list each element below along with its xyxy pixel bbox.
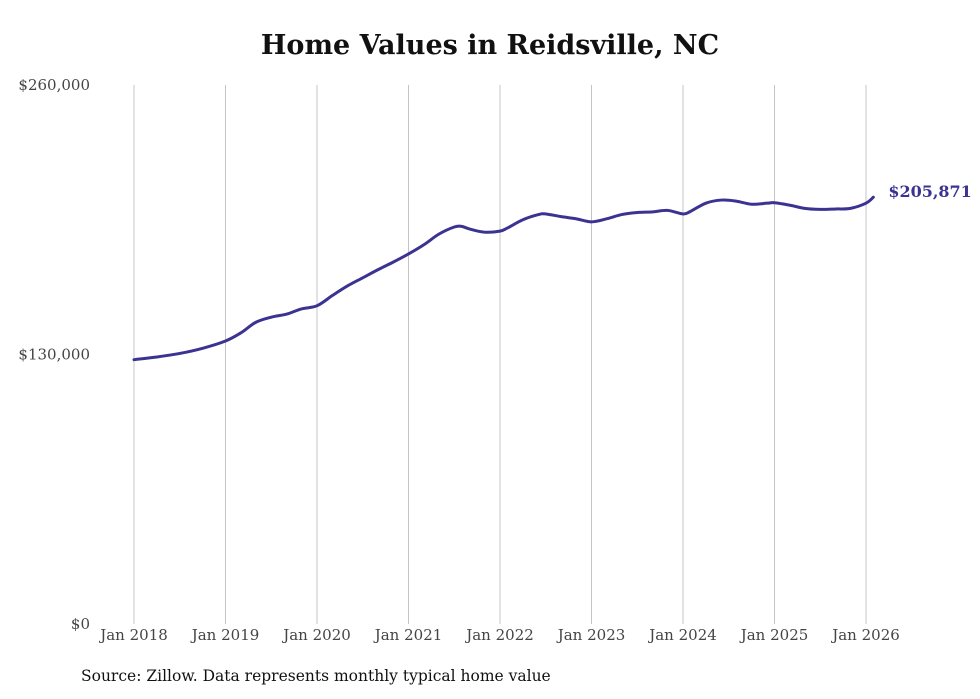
annotation-layer: $205,871 <box>888 182 972 201</box>
y-tick-label: $130,000 <box>18 346 90 364</box>
x-tick-label: Jan 2020 <box>281 626 351 644</box>
series-line <box>132 195 875 362</box>
y-axis: $0 $130,000 $260,000 <box>18 76 90 633</box>
x-tick-label: Jan 2022 <box>464 626 534 644</box>
chart-title: Home Values in Reidsville, NC <box>260 30 720 61</box>
gridlines <box>133 85 867 624</box>
x-tick-label: Jan 2021 <box>373 626 443 644</box>
series-layer <box>132 195 875 362</box>
x-axis: Jan 2018 Jan 2019 Jan 2020 Jan 2021 Jan 2022… <box>98 626 900 644</box>
end-value-label: $205,871 <box>888 182 972 201</box>
source-note: Source: Zillow. Data represents monthly … <box>81 667 551 685</box>
x-tick-label: Jan 2025 <box>739 626 809 644</box>
x-tick-label: Jan 2019 <box>190 626 260 644</box>
x-tick-label: Jan 2024 <box>647 626 717 644</box>
x-tick-label: Jan 2023 <box>556 626 626 644</box>
y-tick-label: $0 <box>71 615 90 633</box>
y-tick-label: $260,000 <box>18 76 90 94</box>
x-tick-label: Jan 2018 <box>98 626 168 644</box>
x-tick-label: Jan 2026 <box>830 626 900 644</box>
